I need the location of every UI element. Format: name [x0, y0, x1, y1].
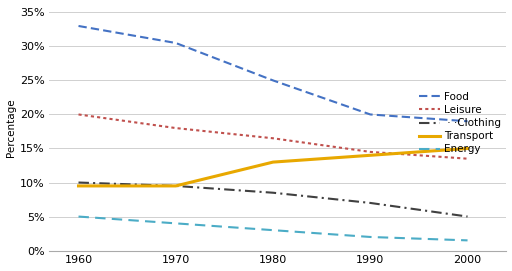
 · ·Clothing: [464, 215, 471, 218]
Leisure: [464, 157, 471, 160]
Line: Energy: Energy: [78, 217, 467, 240]
Line: Food: Food: [78, 26, 467, 121]
Energy: [173, 222, 179, 225]
Food: [464, 120, 471, 123]
Food: [75, 24, 81, 28]
Y-axis label: Percentage: Percentage: [6, 99, 15, 157]
Food: [367, 113, 373, 116]
Legend: Food, Leisure,  · ·Clothing, Transport, Energy: Food, Leisure, · ·Clothing, Transport, E…: [419, 92, 501, 154]
 · ·Clothing: [173, 184, 179, 188]
Food: [270, 79, 276, 82]
Line:  · ·Clothing: · ·Clothing: [78, 183, 467, 217]
Transport: [464, 147, 471, 150]
 · ·Clothing: [367, 201, 373, 205]
Line: Leisure: Leisure: [78, 114, 467, 159]
Transport: [367, 154, 373, 157]
Transport: [173, 184, 179, 188]
Line: Transport: Transport: [78, 149, 467, 186]
Transport: [270, 160, 276, 164]
Energy: [270, 228, 276, 232]
 · ·Clothing: [270, 191, 276, 194]
Energy: [367, 235, 373, 238]
Leisure: [367, 150, 373, 153]
Energy: [75, 215, 81, 218]
Transport: [75, 184, 81, 188]
Leisure: [173, 127, 179, 130]
Leisure: [75, 113, 81, 116]
Food: [173, 41, 179, 45]
 · ·Clothing: [75, 181, 81, 184]
Energy: [464, 239, 471, 242]
Leisure: [270, 137, 276, 140]
